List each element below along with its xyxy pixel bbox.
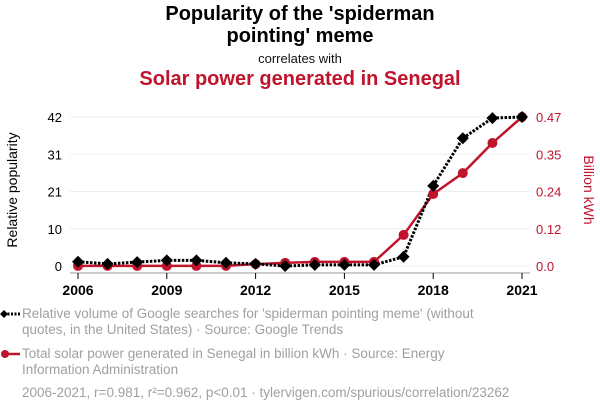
data-point-solar — [428, 189, 439, 200]
x-tick-label: 2018 — [418, 282, 449, 298]
series-lines — [77, 115, 523, 268]
y-tick-label-left: 21 — [48, 185, 62, 200]
data-point-spiderman — [72, 255, 84, 268]
y-tick-label-left: 10 — [48, 222, 62, 237]
data-point-spiderman — [279, 260, 292, 272]
footer-stats: 2006-2021, r=0.981, r²=0.962, p<0.01 · t… — [22, 385, 510, 400]
y-tick-label-right: 0.35 — [536, 147, 561, 162]
x-tick-label: 2021 — [506, 282, 537, 298]
axes: 0 0.0 10 0.12 21 0.24 31 0.35 42 0.47 2006 2009 2012… — [48, 110, 562, 298]
data-point-solar — [398, 229, 409, 240]
data-point-spiderman — [427, 179, 440, 192]
data-point-spiderman — [190, 254, 203, 267]
data-point-spiderman — [368, 258, 380, 271]
data-point-spiderman — [338, 258, 351, 271]
legend-diamond-dotted-icon — [0, 310, 20, 318]
legend-label-series1: Relative volume of Google searches for '… — [22, 306, 474, 337]
data-point-spiderman — [220, 256, 232, 269]
y-tick-label-right: 0.12 — [536, 222, 561, 237]
y-tick-label-left: 42 — [48, 110, 62, 125]
y-tick-label-right: 0.24 — [536, 185, 561, 200]
series-markers — [72, 111, 528, 272]
data-point-spiderman — [486, 112, 499, 125]
y-axis-label-right: Billion kWh — [581, 155, 597, 224]
y-tick-label-right: 0.47 — [536, 110, 561, 125]
data-point-solar — [457, 168, 468, 179]
data-point-spiderman — [397, 250, 410, 263]
x-tick-label: 2006 — [62, 282, 93, 298]
data-point-spiderman — [516, 111, 528, 123]
chart-title-line1: Popularity of the 'spiderman — [165, 3, 435, 25]
data-point-spiderman — [160, 254, 173, 267]
legend-circle-line-icon — [1, 350, 20, 358]
data-point-spiderman — [249, 257, 262, 270]
data-point-spiderman — [101, 257, 114, 270]
series-line-spiderman — [77, 115, 523, 268]
line-chart: 0 0.0 10 0.12 21 0.24 31 0.35 42 0.47 2006 2009 2012… — [4, 110, 597, 298]
legend-label-series2: Total solar power generated in Senegal i… — [22, 346, 445, 377]
chart-subtitle: correlates with — [258, 51, 342, 66]
chart-title-secondary: Solar power generated in Senegal — [139, 68, 461, 90]
y-tick-label-right: 0.0 — [536, 259, 554, 274]
series-line-solar — [78, 116, 523, 268]
x-tick-label: 2015 — [329, 282, 360, 298]
chart-title-line2: pointing' meme — [226, 25, 374, 47]
y-tick-label-left: 0 — [55, 259, 62, 274]
gridlines — [70, 116, 530, 267]
chart-title: Popularity of the 'spiderman pointing' m… — [0, 3, 600, 47]
data-point-spiderman — [456, 132, 469, 145]
data-point-spiderman — [308, 258, 321, 271]
data-point-solar — [487, 137, 498, 148]
y-tick-label-left: 31 — [48, 147, 62, 162]
x-tick-label: 2009 — [151, 282, 182, 298]
data-point-spiderman — [131, 256, 144, 269]
x-tick-label: 2012 — [240, 282, 271, 298]
y-axis-label-left: Relative popularity — [4, 132, 20, 247]
